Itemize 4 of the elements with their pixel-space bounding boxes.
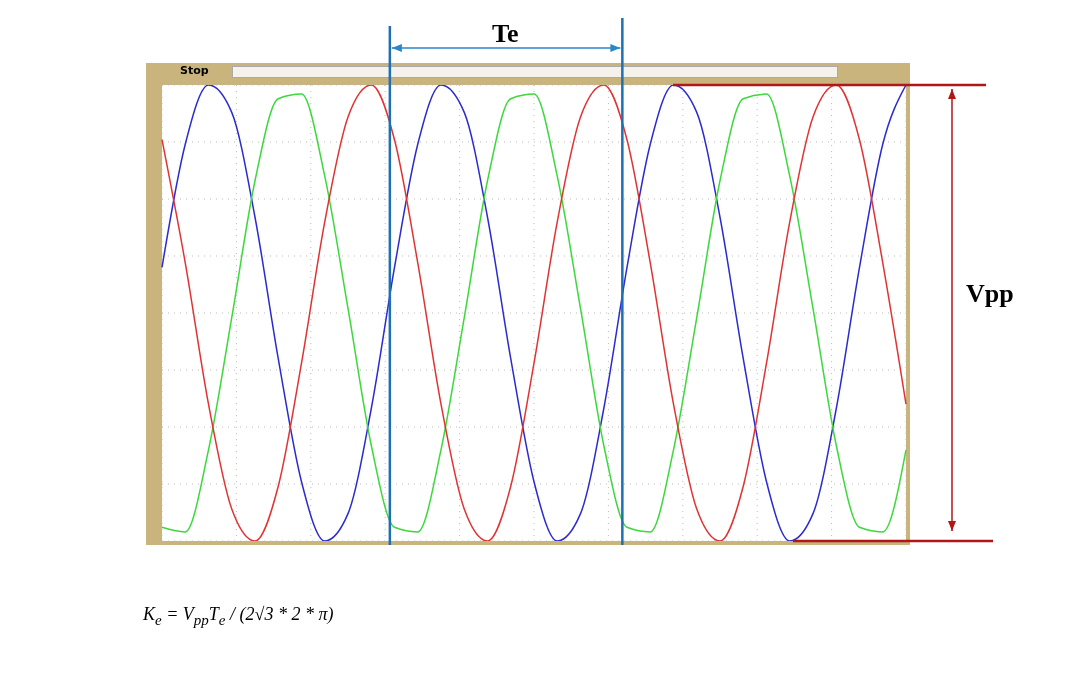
text: K$_{e}$ = V$_{pp}$T$_{e}$ / (2√3 * 2 * π) <box>143 604 334 629</box>
text: Vpp <box>966 278 1014 310</box>
text: Stop <box>180 64 209 78</box>
text: Te <box>492 18 519 50</box>
